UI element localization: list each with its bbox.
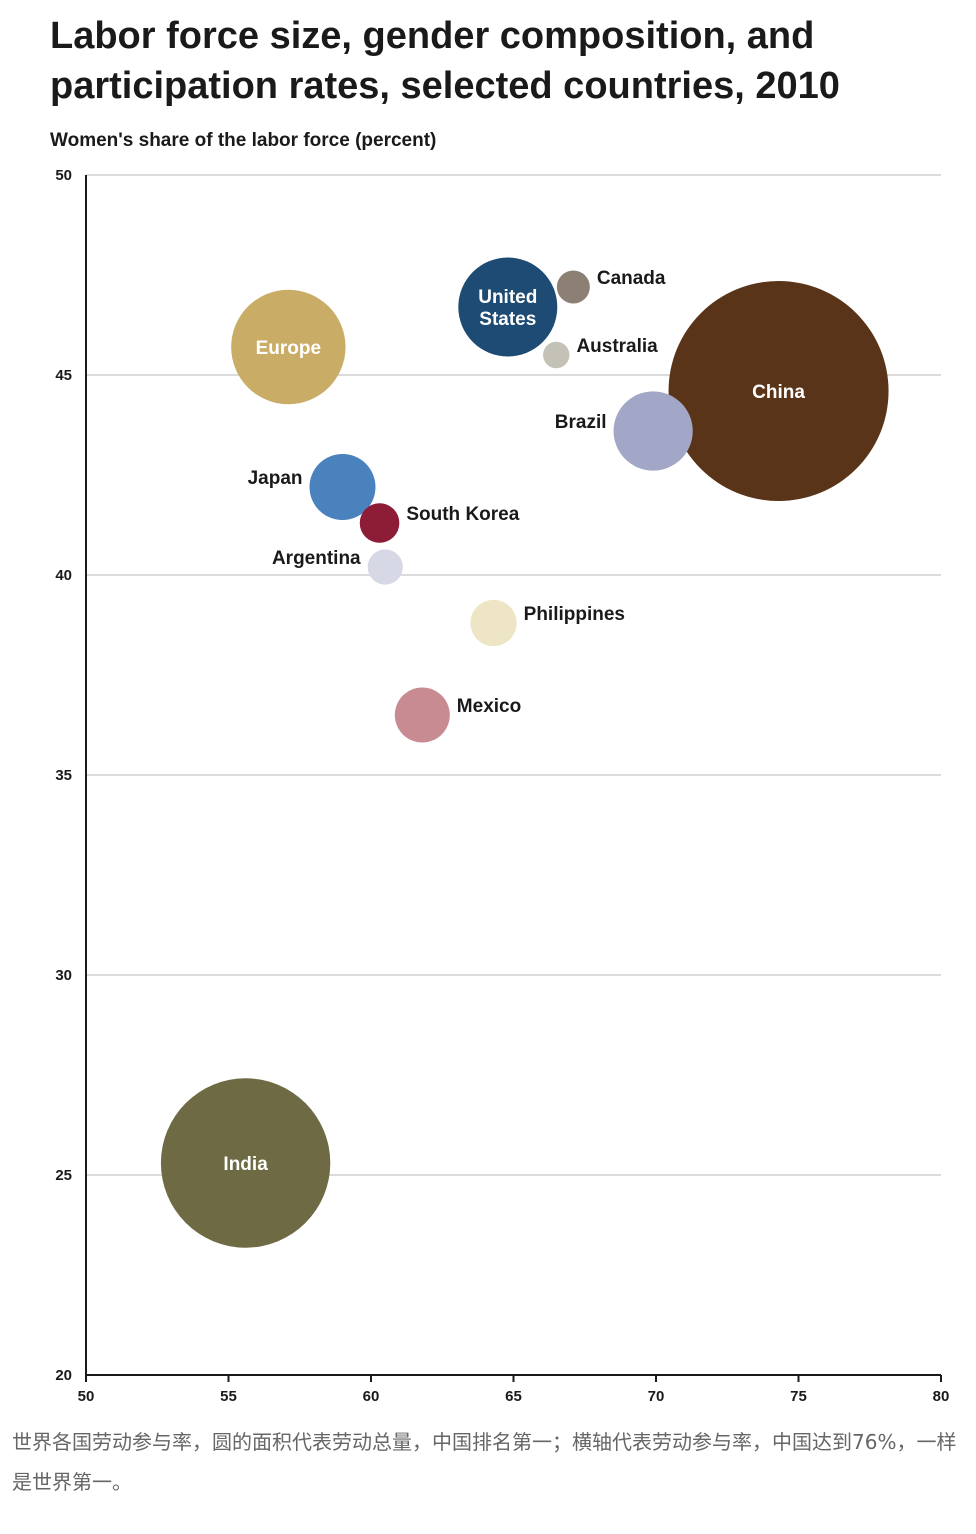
bubble-label-philippines: Philippines — [524, 604, 625, 625]
axes: 50 45 40 35 30 25 20 50 55 60 65 70 75 80 — [55, 167, 949, 1405]
bubbles — [160, 257, 889, 1248]
bubble-china — [668, 281, 889, 501]
bubble-label-united-states-line-1: United — [478, 287, 537, 308]
bubble-philippines — [470, 599, 517, 647]
bubble-chart: Labor force size, gender composition, an… — [50, 15, 949, 1405]
bubble-label-united-states-line-2: States — [479, 309, 536, 330]
bubble-label-brazil: Brazil — [555, 412, 607, 433]
x-tick-label: 70 — [648, 1388, 665, 1405]
x-tick-label: 55 — [220, 1388, 237, 1405]
y-tick-label: 45 — [55, 367, 72, 384]
bubble-europe — [231, 289, 346, 405]
bubble-label-china: China — [752, 382, 805, 403]
bubble-india — [160, 1078, 331, 1248]
bubble-japan — [309, 454, 376, 520]
x-tick-label: 80 — [933, 1388, 950, 1405]
bubble-argentina — [367, 549, 403, 585]
bubble-canada — [556, 270, 590, 304]
bubble-label-japan: Japan — [248, 468, 303, 489]
x-tick-label: 65 — [505, 1388, 522, 1405]
bubble-south-korea — [359, 503, 400, 543]
bubble-label-india: India — [223, 1154, 268, 1175]
bubble-australia — [543, 341, 570, 369]
y-tick-label: 40 — [55, 567, 72, 584]
y-tick-label: 20 — [55, 1367, 72, 1384]
y-tick-label: 50 — [55, 167, 72, 184]
x-tick-label: 60 — [363, 1388, 380, 1405]
y-tick-label: 25 — [55, 1167, 72, 1184]
bubble-label-mexico: Mexico — [457, 696, 521, 717]
x-tick-label: 75 — [790, 1388, 807, 1405]
bubble-label-australia: Australia — [576, 336, 658, 357]
bubble-label-argentina: Argentina — [272, 548, 361, 569]
chart-title-line-2: participation rates, selected countries,… — [50, 65, 840, 107]
bubble-label-south-korea: South Korea — [406, 504, 519, 525]
bubble-label-europe: Europe — [256, 338, 321, 359]
chart-subtitle: Women's share of the labor force (percen… — [50, 130, 436, 151]
bubble-brazil — [613, 391, 693, 471]
chart-title-line-1: Labor force size, gender composition, an… — [50, 15, 814, 57]
y-tick-label: 35 — [55, 767, 72, 784]
y-tick-label: 30 — [55, 967, 72, 984]
bubble-mexico — [394, 687, 450, 743]
bubble-united-states — [458, 257, 558, 357]
chart-caption: 世界各国劳动参与率，圆的面积代表劳动总量，中国排名第一；横轴代表劳动参与率，中国… — [12, 1430, 957, 1494]
x-tick-label: 50 — [78, 1388, 95, 1405]
bubble-label-canada: Canada — [597, 268, 666, 289]
